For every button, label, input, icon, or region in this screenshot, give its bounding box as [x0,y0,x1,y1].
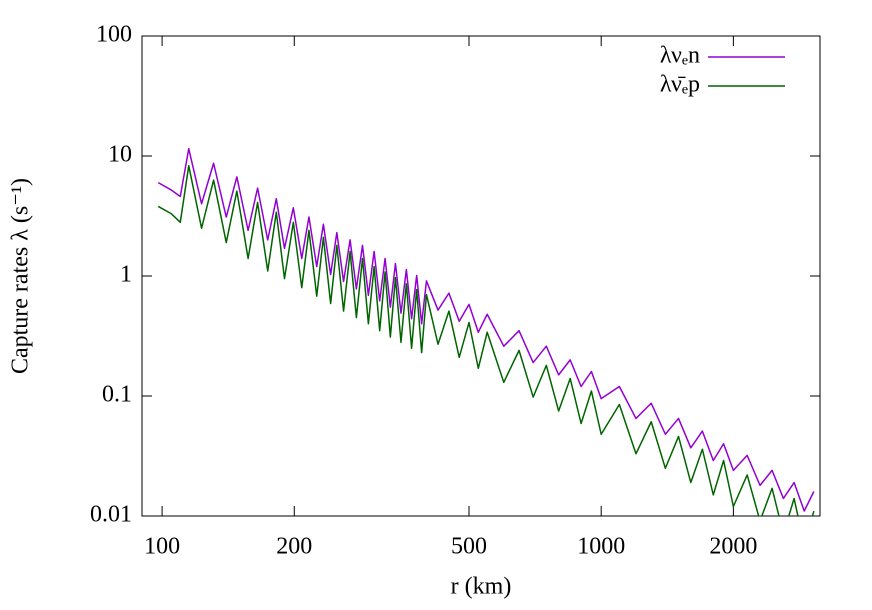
x-tick-label: 1000 [577,534,625,560]
series-line [157,147,815,512]
x-axis-label: r (km) [451,574,512,600]
y-tick-label: 10 [108,142,132,168]
series-line [157,164,815,516]
x-tick-label: 2000 [709,534,757,560]
plot-frame [141,35,821,517]
y-axis-label: Capture rates λ (s⁻¹) [8,178,34,374]
y-tick-label: 100 [96,22,132,48]
x-tick-label: 200 [276,534,312,560]
plot-area [157,147,815,516]
x-tick-label: 500 [451,534,487,560]
y-tick-label: 1 [120,262,132,288]
y-tick-label: 0.1 [102,382,132,408]
x-tick-label: 100 [144,534,180,560]
legend-label: λν̄ₑp [660,72,700,98]
legend-label: λνₑn [660,43,700,69]
y-tick-label: 0.01 [90,502,132,528]
